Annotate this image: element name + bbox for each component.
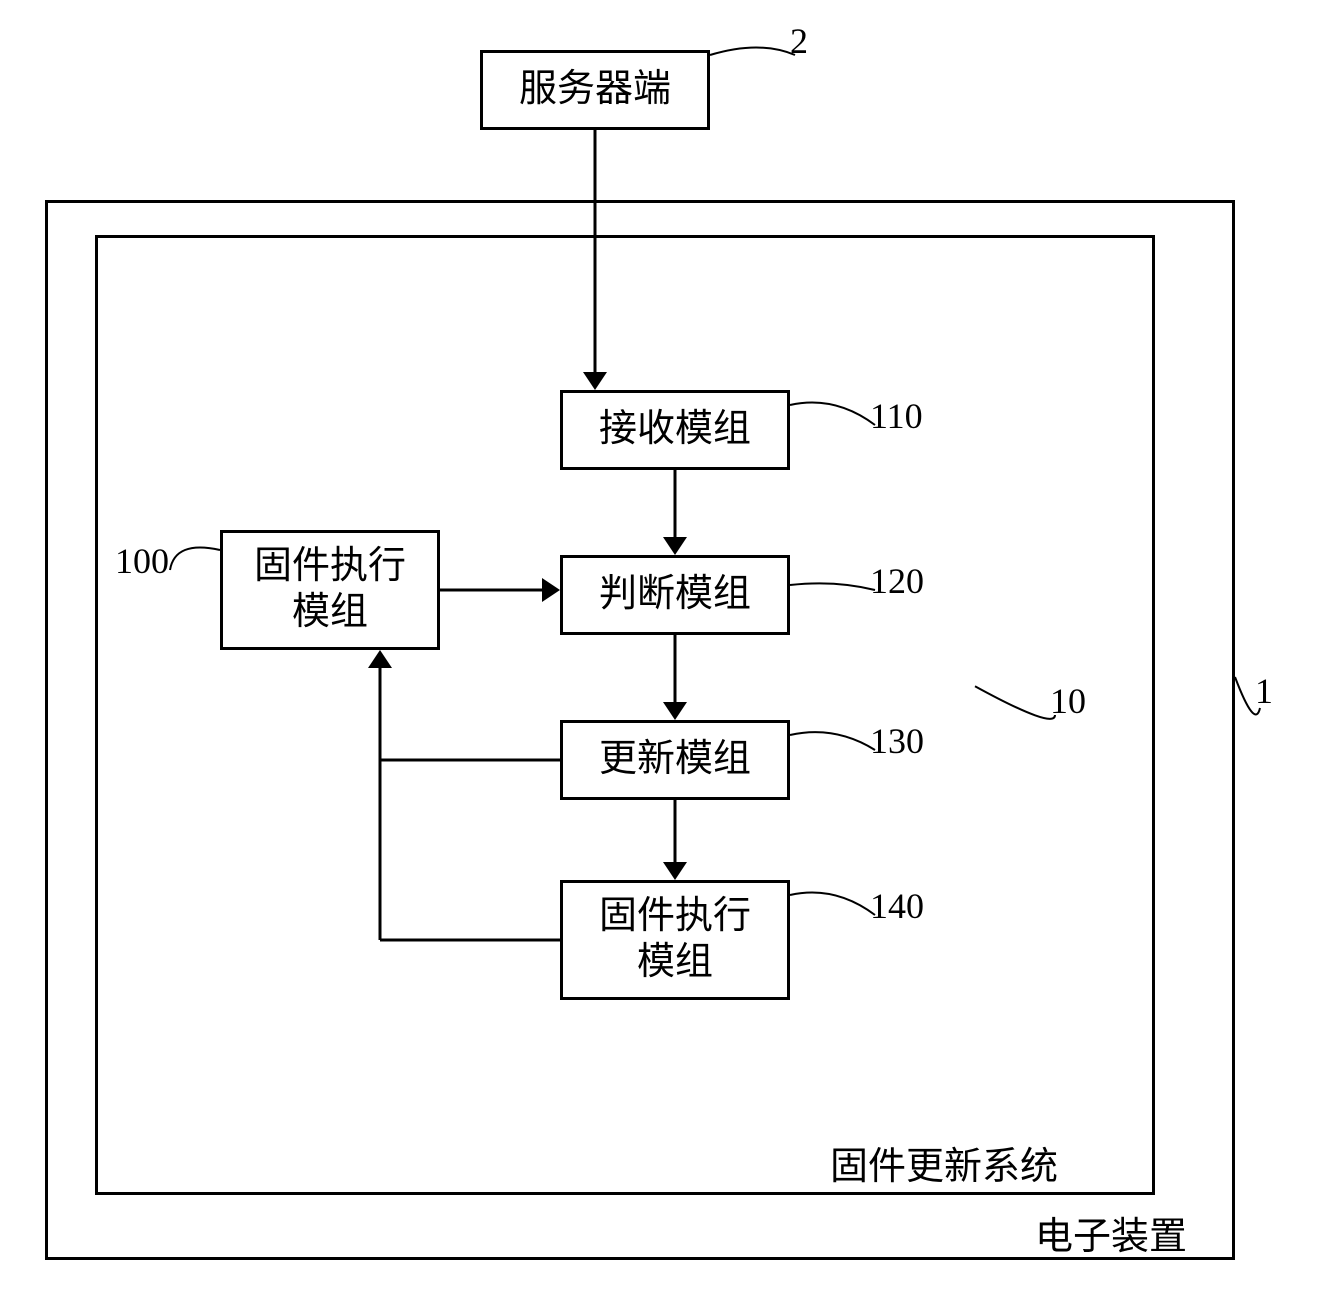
node-box: 固件执行 模组 [560, 880, 790, 1000]
ref-label: 1 [1255, 670, 1273, 712]
node-label: 固件执行 模组 [254, 544, 406, 635]
node-box: 服务器端 [480, 50, 710, 130]
ref-label: 电子装置 [1035, 1205, 1187, 1260]
ref-label: 2 [790, 20, 808, 62]
ref-label: 固件更新系统 [830, 1135, 1058, 1190]
ref-label: 140 [870, 885, 924, 927]
node-label: 更新模组 [599, 737, 751, 783]
node-box: 固件执行 模组 [220, 530, 440, 650]
node-label: 服务器端 [519, 67, 671, 113]
node-box: 判断模组 [560, 555, 790, 635]
container-box [95, 235, 1155, 1195]
ref-label: 130 [870, 720, 924, 762]
node-box: 更新模组 [560, 720, 790, 800]
ref-label: 110 [870, 395, 923, 437]
diagram-canvas: 电子装置固件更新系统服务器端接收模组固件执行 模组判断模组更新模组固件执行 模组… [0, 0, 1326, 1300]
node-label: 接收模组 [599, 407, 751, 453]
node-label: 固件执行 模组 [599, 894, 751, 985]
ref-label: 120 [870, 560, 924, 602]
node-label: 判断模组 [599, 572, 751, 618]
ref-label: 10 [1050, 680, 1086, 722]
ref-label: 100 [115, 540, 169, 582]
node-box: 接收模组 [560, 390, 790, 470]
